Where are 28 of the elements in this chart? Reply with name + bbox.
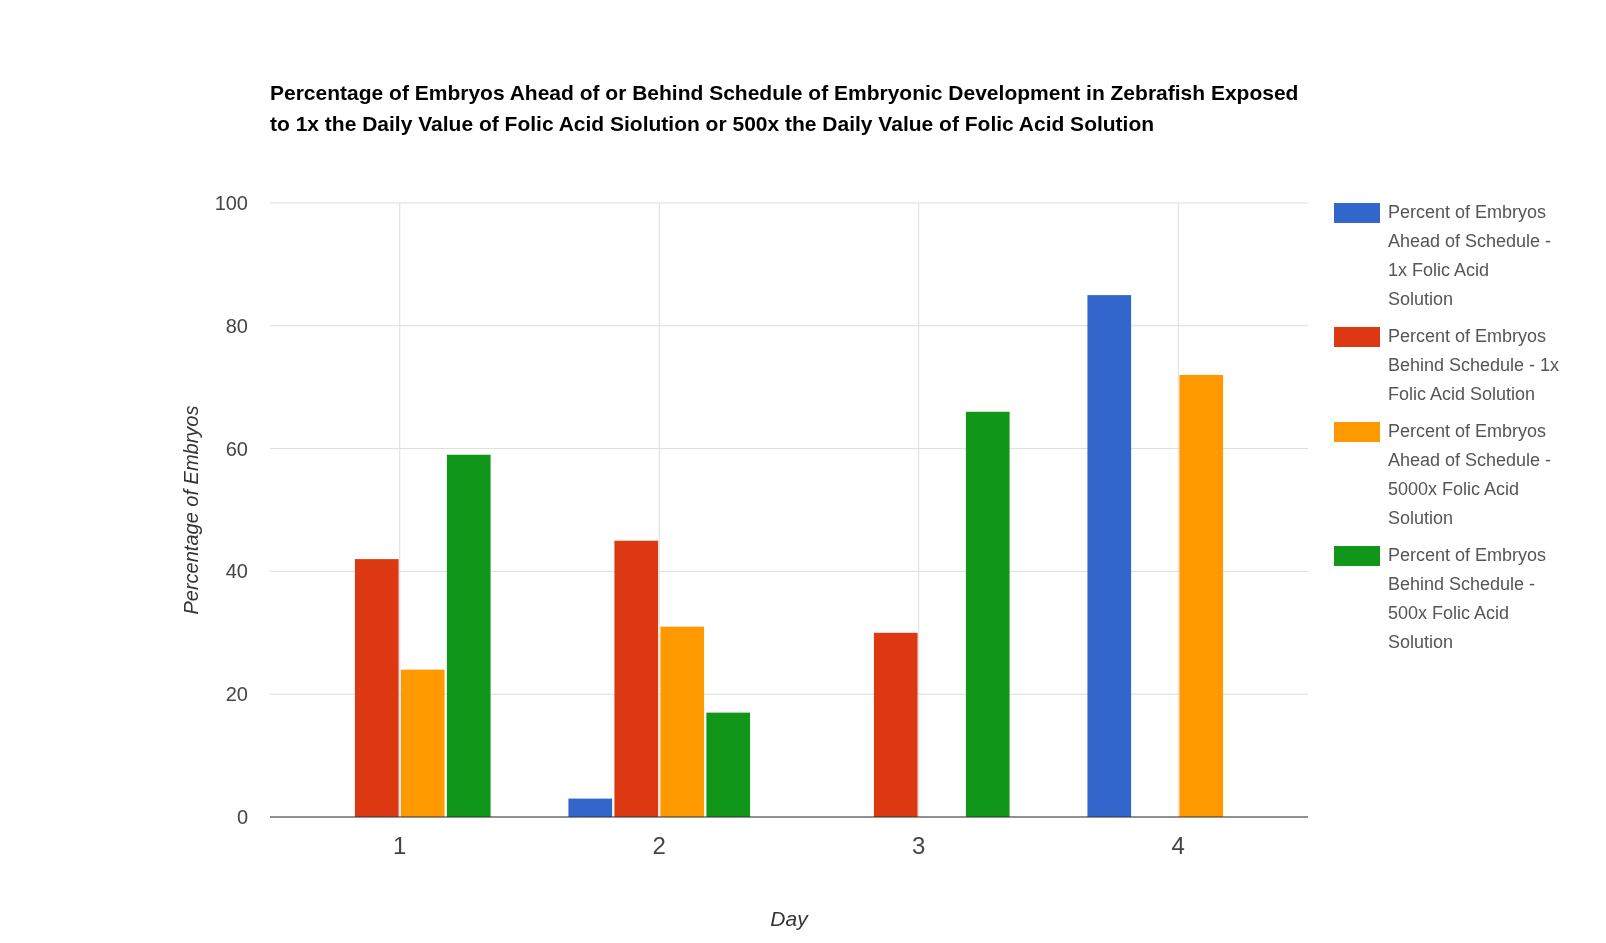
y-tick-label: 20: [225, 683, 248, 706]
legend-label: Percent of Embryos Behind Schedule - 500x Folic Acid Solution: [1388, 545, 1547, 652]
y-tick-label: 40: [225, 560, 248, 583]
bar: [873, 632, 918, 817]
legend-label: Percent of Embryos Behind Schedule - 1x Folic Acid Solution: [1388, 326, 1560, 404]
y-tick-label: 100: [214, 192, 248, 214]
chart-title: Percentage of Embryos Ahead of or Behind Schedule of Embryonic Development in Zebrafish Exposed to 1x the Daily Value of Folic Acid Siolution or 500x the Daily Value of Folic Acid Solution: [270, 81, 1299, 135]
bar: [614, 540, 659, 817]
bar: [446, 454, 491, 817]
bar: [1087, 295, 1132, 817]
bar: [660, 626, 705, 817]
y-axis-title: Percentage of Embryos: [180, 405, 202, 615]
x-tick-label: 4: [1171, 832, 1185, 859]
legend-label: Percent of Embryos Ahead of Schedule - 1x Folic Acid Solution: [1388, 202, 1552, 309]
bar: [354, 559, 399, 817]
x-tick-label: 2: [652, 832, 666, 859]
y-tick-label: 0: [236, 806, 248, 828]
x-tick-label: 3: [912, 832, 926, 859]
y-tick-label: 60: [225, 437, 248, 460]
x-axis-title: Day: [770, 907, 810, 930]
y-tick-label: 80: [225, 314, 248, 337]
bar: [965, 411, 1010, 817]
legend-label: Percent of Embryos Ahead of Schedule - 5000x Folic Acid Solution: [1388, 421, 1552, 528]
bar: [706, 712, 751, 817]
bar: [1179, 374, 1224, 817]
bar: [400, 669, 445, 817]
x-tick-label: 1: [393, 832, 407, 859]
bar: [568, 798, 613, 817]
